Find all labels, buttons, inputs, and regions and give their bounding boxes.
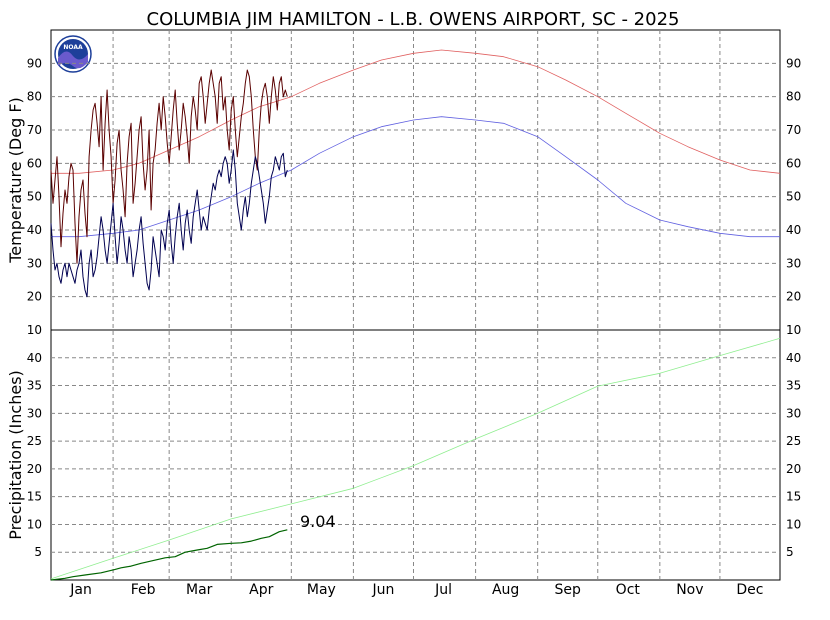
month-tick-label: Apr (249, 582, 273, 598)
precip-total-label: 9.04 (300, 512, 336, 531)
precip-tick-label-left: 10 (27, 517, 42, 531)
precip-tick-label-left: 35 (27, 379, 42, 393)
month-tick-label: Mar (186, 582, 213, 598)
temp-tick-label-right: 40 (786, 223, 801, 237)
noaa-logo-text: NOAA (63, 44, 83, 51)
temp-tick-label-left: 50 (27, 190, 42, 204)
precip-tick-label-right: 5 (786, 545, 794, 559)
precip-series-observed-cumulative (50, 529, 288, 581)
temp-tick-label-right: 90 (786, 56, 801, 70)
month-tick-label: Nov (676, 582, 703, 598)
precip-tick-label-right: 10 (786, 517, 801, 531)
month-tick-label: Jun (372, 582, 395, 598)
precip-tick-label-right: 30 (786, 406, 801, 420)
temp-tick-label-right: 50 (786, 190, 801, 204)
chart-title: COLUMBIA JIM HAMILTON - L.B. OWENS AIRPO… (147, 9, 680, 30)
precip-tick-label-left: 5 (34, 545, 42, 559)
month-tick-label: Feb (131, 582, 156, 598)
temp-series-daily-low (50, 149, 288, 298)
temp-tick-label-right: 80 (786, 90, 801, 104)
precip-tick-label-left: 15 (27, 490, 42, 504)
month-tick-label: Jul (434, 582, 452, 598)
temp-tick-label-left: 30 (27, 256, 42, 270)
precip-tick-label-right: 35 (786, 379, 801, 393)
precipitation-axis-label: Precipitation (Inches) (6, 370, 25, 540)
month-tick-label: Aug (492, 582, 519, 598)
precip-tick-label-right: 15 (786, 490, 801, 504)
noaa-logo: NOAA (54, 35, 92, 73)
precip-tick-label-right: 25 (786, 434, 801, 448)
temp-tick-label-left: 60 (27, 156, 42, 170)
precip-tick-label-right: 40 (786, 351, 801, 365)
temp-tick-label-right: 30 (786, 256, 801, 270)
temp-tick-label-left: 10 (27, 323, 42, 337)
labels-layer: Jan Feb Mar Apr May Jun Jul Aug Sep Oct Nov Dec 20 20… (27, 56, 802, 598)
precip-series-normal-cumulative (50, 337, 781, 580)
temp-tick-label-left: 70 (27, 123, 42, 137)
temp-tick-label-right: 20 (786, 290, 801, 304)
precip-tick-label-left: 40 (27, 351, 42, 365)
temp-tick-label-right: 10 (786, 323, 801, 337)
month-tick-label: Jan (69, 582, 92, 598)
precip-tick-label-left: 20 (27, 462, 42, 476)
temp-tick-label-right: 70 (786, 123, 801, 137)
temp-series-normal-low (51, 116, 780, 238)
month-tick-label: Sep (555, 582, 582, 598)
month-tick-label: May (307, 582, 336, 598)
temp-tick-label-left: 40 (27, 223, 42, 237)
month-tick-label: Dec (736, 582, 763, 598)
temp-tick-label-right: 60 (786, 156, 801, 170)
temp-tick-label-left: 20 (27, 290, 42, 304)
series-layer (50, 49, 781, 581)
temp-tick-label-left: 80 (27, 90, 42, 104)
plot-frame (50, 29, 781, 581)
noaa-logo-wave (58, 51, 88, 69)
precip-tick-label-right: 20 (786, 462, 801, 476)
grid-layer (50, 29, 781, 581)
precip-tick-label-left: 25 (27, 434, 42, 448)
temp-tick-label-left: 90 (27, 56, 42, 70)
temp-series-normal-high (51, 49, 781, 174)
precip-tick-label-left: 30 (27, 406, 42, 420)
temperature-axis-label: Temperature (Deg F) (6, 97, 25, 264)
temp-series-daily-high (50, 69, 288, 264)
month-tick-label: Oct (616, 582, 641, 598)
